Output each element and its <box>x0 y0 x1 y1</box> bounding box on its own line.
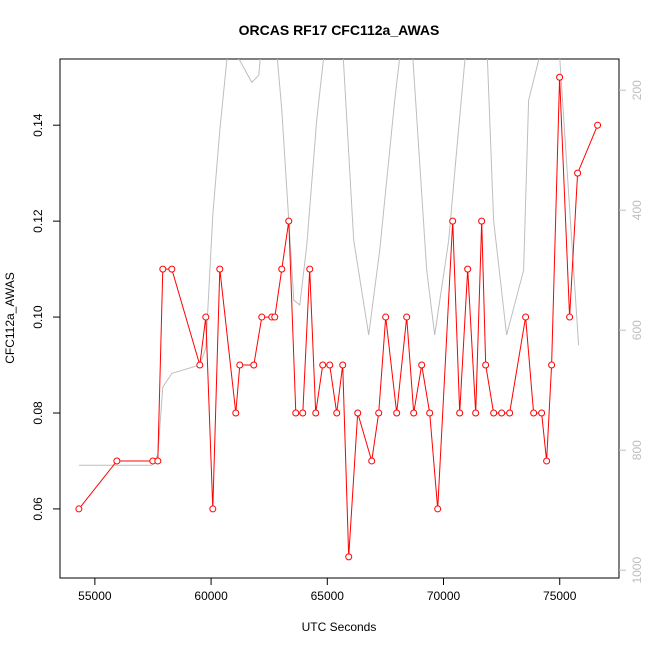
y2-tick-label: 1000 <box>630 557 644 584</box>
y2-tick-label: 800 <box>630 440 644 460</box>
point <box>410 409 418 417</box>
point <box>345 553 353 561</box>
point <box>196 361 204 369</box>
point <box>403 313 411 321</box>
point <box>258 313 266 321</box>
point <box>326 361 334 369</box>
point <box>464 265 472 273</box>
point <box>393 409 401 417</box>
y2-tick-label: 600 <box>630 320 644 340</box>
point <box>482 361 490 369</box>
y-tick-label: 0.14 <box>31 113 45 137</box>
point <box>382 313 390 321</box>
point <box>202 313 210 321</box>
point <box>556 73 564 81</box>
point <box>339 361 347 369</box>
point <box>312 409 320 417</box>
point <box>538 409 546 417</box>
point <box>333 409 341 417</box>
point <box>574 169 582 177</box>
point <box>168 265 176 273</box>
point <box>594 121 602 129</box>
plot-box <box>59 58 620 579</box>
point <box>434 505 442 513</box>
point <box>306 265 314 273</box>
series-line <box>78 59 580 466</box>
point <box>216 265 224 273</box>
point <box>530 409 538 417</box>
y-tick-label: 0.08 <box>31 401 45 425</box>
point <box>154 457 162 465</box>
point <box>472 409 480 417</box>
point <box>354 409 362 417</box>
y-tick-label: 0.12 <box>31 209 45 233</box>
point <box>478 217 486 225</box>
x-tick-label: 60000 <box>194 589 228 603</box>
y-tick-label: 0.10 <box>31 305 45 329</box>
y-axis-label: CFC112a_AWAS <box>3 272 17 364</box>
point <box>418 361 426 369</box>
point <box>299 409 307 417</box>
point <box>278 265 286 273</box>
point <box>543 457 551 465</box>
point <box>498 409 506 417</box>
x-tick-label: 70000 <box>427 589 461 603</box>
point <box>292 409 300 417</box>
point <box>375 409 383 417</box>
x-tick-label: 55000 <box>78 589 112 603</box>
point <box>506 409 514 417</box>
chart-title: ORCAS RF17 CFC112a_AWAS <box>239 22 440 38</box>
series-line <box>78 77 599 557</box>
point <box>490 409 498 417</box>
x-tick-label: 65000 <box>311 589 345 603</box>
point <box>285 217 293 225</box>
y-tick-label: 0.06 <box>31 497 45 521</box>
x-tick-label: 75000 <box>543 589 577 603</box>
point <box>113 457 121 465</box>
point <box>236 361 244 369</box>
point <box>426 409 434 417</box>
y2-tick-label: 400 <box>630 200 644 220</box>
point <box>232 409 240 417</box>
point <box>75 505 83 513</box>
point <box>271 313 279 321</box>
point <box>159 265 167 273</box>
point <box>368 457 376 465</box>
point <box>456 409 464 417</box>
point <box>548 361 556 369</box>
plot-area <box>75 59 602 561</box>
point <box>522 313 530 321</box>
point <box>449 217 457 225</box>
point <box>250 361 258 369</box>
point <box>209 505 217 513</box>
point <box>319 361 327 369</box>
point <box>566 313 574 321</box>
x-axis-label: UTC Seconds <box>302 620 377 634</box>
y2-tick-label: 200 <box>630 80 644 100</box>
